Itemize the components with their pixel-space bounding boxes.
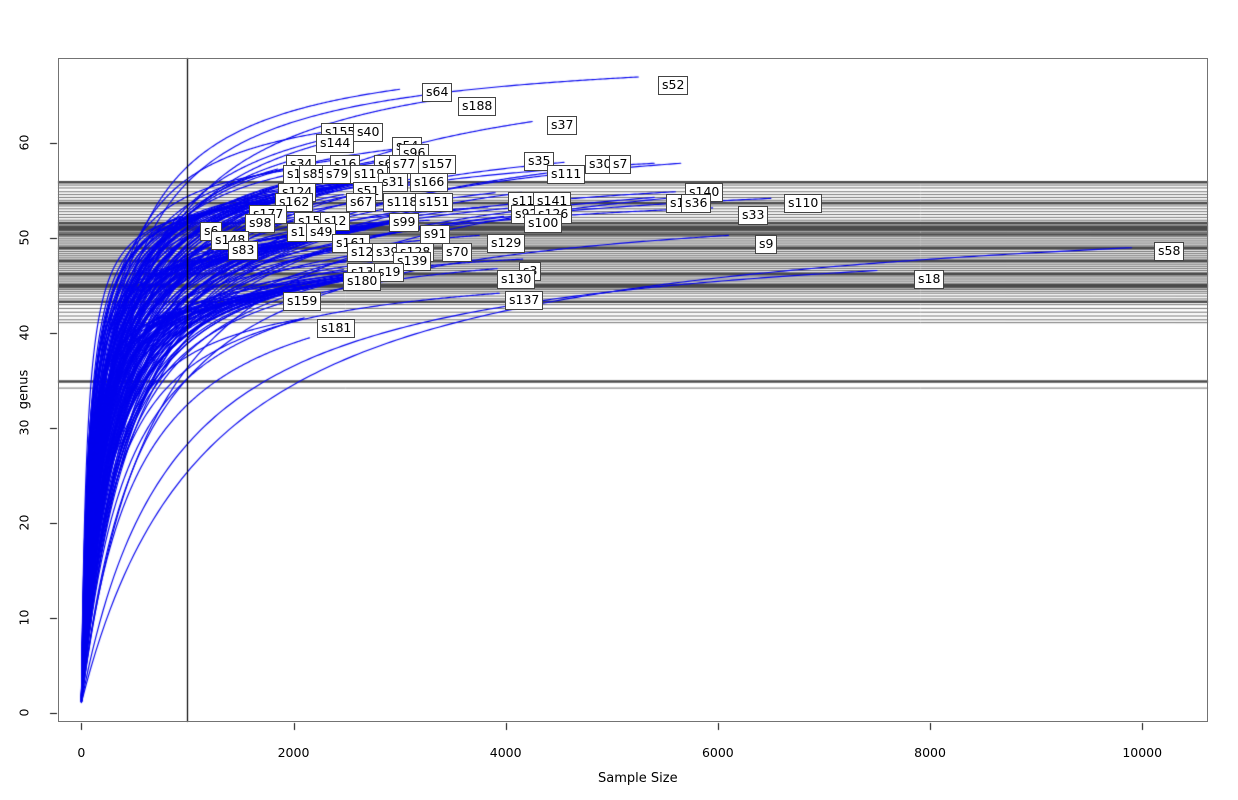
curve-label-s157: s157 [418, 155, 457, 174]
curve-label-s64: s64 [422, 83, 453, 102]
curve-label-s9: s9 [755, 235, 778, 254]
curve-label-s144: s144 [316, 134, 355, 153]
y-tick-30: 30 [16, 419, 32, 436]
curve-label-s35: s35 [524, 152, 555, 171]
curve-label-s58: s58 [1154, 242, 1185, 261]
curve-label-s159: s159 [283, 292, 322, 311]
curve-label-s52: s52 [658, 76, 689, 95]
curve-label-s180: s180 [343, 272, 382, 291]
curve-label-s111: s111 [547, 165, 586, 184]
curve-label-s181: s181 [317, 319, 356, 338]
y-tick-10: 10 [16, 609, 32, 626]
y-tick-60: 60 [16, 134, 32, 151]
curve-label-s30: s30 [585, 155, 616, 174]
curve-label-s77: s77 [389, 155, 420, 174]
curve-label-s70: s70 [442, 243, 473, 262]
curve-label-s98: s98 [245, 214, 276, 233]
curve-label-s129: s129 [487, 234, 526, 253]
curve-label-s40: s40 [353, 123, 384, 142]
curve-label-s91: s91 [420, 225, 451, 244]
x-tick-0: 0 [77, 745, 86, 760]
curve-label-s19: s19 [374, 263, 405, 282]
y-tick-0: 0 [16, 708, 32, 716]
curve-label-s130: s130 [497, 270, 536, 289]
curve-label-s166: s166 [410, 173, 449, 192]
curve-label-s137: s137 [505, 291, 544, 310]
curve-label-s83: s83 [228, 241, 259, 260]
x-tick-8000: 8000 [914, 745, 946, 760]
x-tick-4000: 4000 [489, 745, 522, 760]
curve-label-s37: s37 [547, 116, 578, 135]
x-tick-10000: 10000 [1122, 745, 1163, 760]
curve-label-s33: s33 [738, 206, 769, 225]
curve-label-s100: s100 [524, 214, 563, 233]
x-axis-title: Sample Size [598, 771, 678, 786]
curve-label-s49: s49 [306, 223, 337, 242]
curve-label-s7: s7 [609, 155, 632, 174]
x-tick-6000: 6000 [701, 745, 734, 760]
curve-label-s110: s110 [784, 194, 823, 213]
curve-label-s99: s99 [389, 213, 420, 232]
y-tick-50: 50 [16, 229, 32, 246]
curve-label-s79: s79 [322, 165, 353, 184]
plot-frame [58, 58, 1208, 722]
curve-label-s67: s67 [346, 193, 377, 212]
curve-label-s36: s36 [681, 194, 712, 213]
curve-label-s18: s18 [914, 270, 945, 289]
x-tick-2000: 2000 [277, 745, 310, 760]
curve-label-s118: s118 [383, 193, 422, 212]
y-tick-20: 20 [16, 514, 32, 531]
curve-label-s151: s151 [415, 193, 454, 212]
curve-label-s188: s188 [458, 97, 497, 116]
y-tick-40: 40 [16, 324, 32, 341]
